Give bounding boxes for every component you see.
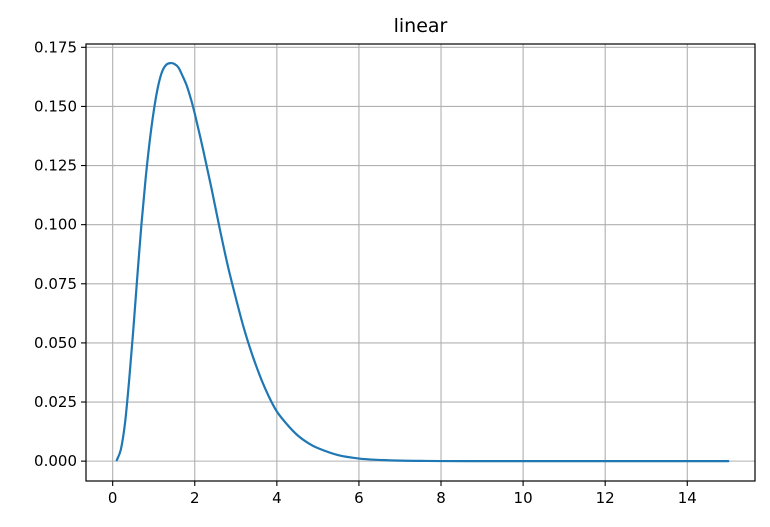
y-tick-label: 0.075 <box>34 275 77 293</box>
y-tick-label: 0.100 <box>34 216 77 234</box>
series-line <box>115 61 730 463</box>
grid <box>86 44 755 481</box>
x-tick-label: 6 <box>354 489 364 507</box>
x-tick-label: 0 <box>108 489 118 507</box>
y-tick-label: 0.125 <box>34 157 77 175</box>
plot-frame <box>85 43 756 482</box>
chart-title: linear <box>394 15 448 37</box>
x-tick-label: 4 <box>272 489 282 507</box>
x-tick-label: 14 <box>678 489 697 507</box>
y-tick-label: 0.175 <box>34 38 77 56</box>
x-tick-label: 10 <box>514 489 533 507</box>
x-tick-label: 2 <box>190 489 200 507</box>
y-tick-label: 0.050 <box>34 334 77 352</box>
x-tick-label: 8 <box>436 489 446 507</box>
y-tick-label: 0.150 <box>34 97 77 115</box>
y-tick-label: 0.025 <box>34 393 77 411</box>
x-tick-label: 12 <box>596 489 615 507</box>
series-group <box>115 61 730 463</box>
y-tick-label: 0.000 <box>34 452 77 470</box>
ticks: 0 2 4 6 8 10 12 14 0.000 0.025 0.050 0.075 0.100 0.12… <box>34 38 697 507</box>
